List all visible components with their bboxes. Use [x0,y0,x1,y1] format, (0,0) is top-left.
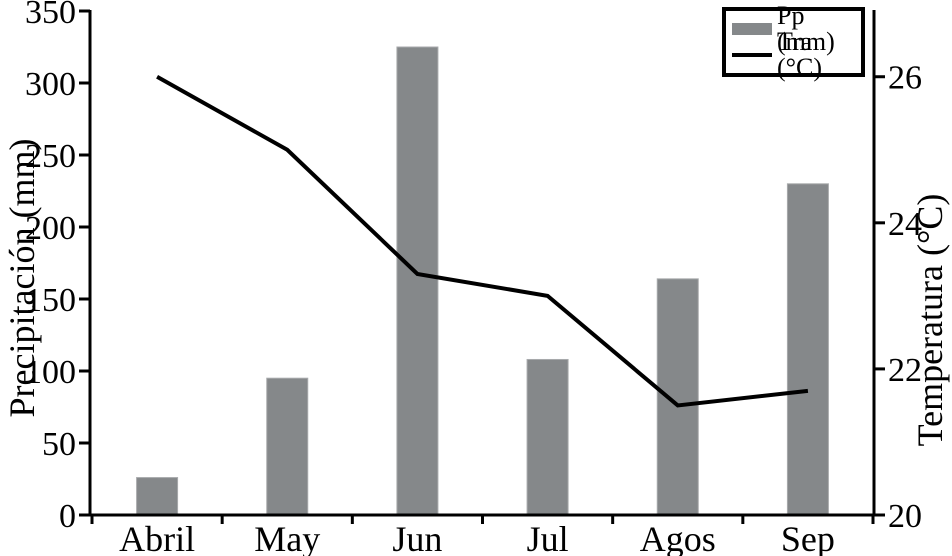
precipitation-bar-jul [526,358,569,516]
temperature-line [156,74,809,408]
x-category-label-abril: Abril [119,519,195,556]
bar-swatch-icon [732,23,772,35]
legend-label-temperature: Tra (°C) [777,27,823,82]
x-category-label-may: May [254,519,320,556]
precipitation-bar-abril [136,477,179,516]
left-tick-label-100: 100 [25,354,76,391]
right-axis-title: Temperatura (°C) [910,193,950,447]
left-tick-label-50: 50 [42,426,76,463]
right-tick-label-22: 22 [888,352,922,389]
x-category-label-sep: Sep [781,519,835,556]
x-category-label-agos: Agos [640,519,716,556]
precipitation-bar-agos [656,278,699,516]
x-category-label-jul: Jul [527,519,569,556]
legend-item-precipitation: Pp (mm) [732,3,861,55]
left-tick-label-300: 300 [25,66,76,103]
left-axis-title: Precipitación (mm) [2,138,42,418]
right-tick-label-24: 24 [888,206,922,243]
left-tick-label-150: 150 [25,282,76,319]
line-swatch-icon [732,53,772,57]
precipitation-bar-sep [786,183,829,516]
legend-label-precipitation: Pp (mm) [777,1,835,56]
precipitation-bar-jun [396,46,439,516]
left-tick-label-350: 350 [25,0,76,31]
right-tick-label-26: 26 [888,60,922,97]
left-tick-label-200: 200 [25,210,76,247]
x-category-label-jun: Jun [392,519,442,556]
right-tick-label-20: 20 [888,498,922,535]
left-tick-label-250: 250 [25,138,76,175]
left-tick-label-0: 0 [59,498,76,535]
legend: Pp (mm) Tra (°C) [722,3,865,81]
precipitation-bar-may [266,377,309,516]
legend-item-temperature: Tra (°C) [732,29,861,81]
